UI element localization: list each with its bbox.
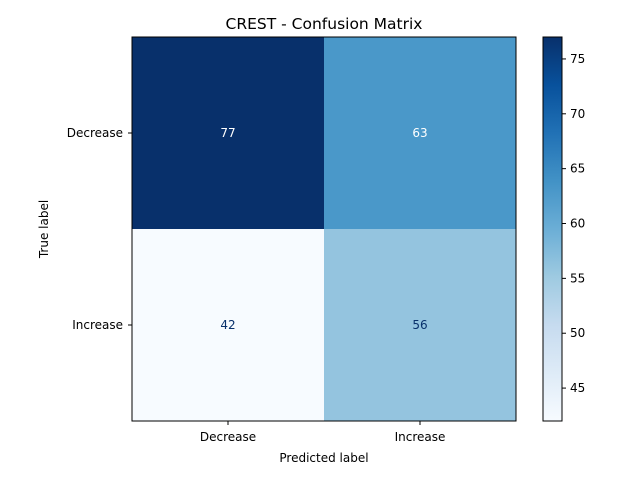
heatmap-cell	[132, 229, 324, 421]
cell-value-label: 42	[220, 318, 235, 332]
colorbar-tick-label: 45	[570, 381, 585, 395]
cell-value-labels: 77 63 42 56	[220, 126, 427, 332]
y-tick-label: Decrease	[67, 126, 123, 140]
x-tick-label: Decrease	[200, 430, 256, 444]
chart-title: CREST - Confusion Matrix	[226, 15, 423, 33]
y-axis-ticks: Decrease Increase	[67, 126, 132, 332]
cell-value-label: 56	[412, 318, 427, 332]
x-axis-label: Predicted label	[279, 451, 368, 465]
colorbar-tick-label: 60	[570, 217, 585, 231]
colorbar	[542, 36, 563, 422]
colorbar-tick-label: 65	[570, 162, 585, 176]
y-tick-label: Increase	[72, 318, 123, 332]
y-axis-label: True label	[37, 200, 51, 259]
colorbar-tick-label: 75	[570, 52, 585, 66]
colorbar-tick-label: 50	[570, 326, 585, 340]
plot-frame	[131, 36, 517, 422]
x-axis-ticks: Decrease Increase	[200, 421, 446, 444]
heatmap-cell	[324, 229, 516, 421]
colorbar-tick-label: 70	[570, 107, 585, 121]
heatmap-cells	[132, 37, 516, 421]
heatmap-cell	[324, 37, 516, 229]
cell-value-label: 77	[220, 126, 235, 140]
cell-value-label: 63	[412, 126, 427, 140]
x-tick-label: Increase	[395, 430, 446, 444]
colorbar-ticks: 45 50 55 60 65 70 75	[562, 52, 585, 395]
colorbar-tick-label: 55	[570, 271, 585, 285]
heatmap-cell	[132, 37, 324, 229]
